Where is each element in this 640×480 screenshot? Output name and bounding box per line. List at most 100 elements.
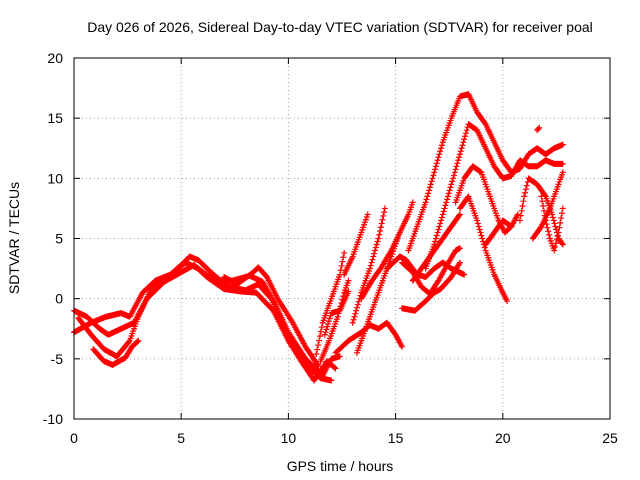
data-point [339,258,346,265]
data-point [481,244,488,251]
data-point [444,196,451,203]
data-point [456,259,463,266]
data-point [557,219,564,226]
series-track-20 [452,163,521,236]
data-point [422,199,429,206]
data-point [351,313,358,320]
data-point [378,220,385,227]
data-point [458,145,465,152]
data-point [523,182,530,189]
data-point [433,160,440,167]
data-point [433,232,440,239]
data-point [449,178,456,185]
data-point [326,315,333,322]
data-point [323,326,330,333]
data-point [435,226,442,233]
data-point [434,157,441,164]
y-tick-label: -10 [43,411,63,427]
series-track-14 [384,253,468,281]
data-point [453,163,460,170]
data-point [436,223,443,230]
data-point [318,324,325,331]
data-point [325,320,332,327]
data-point [448,181,455,188]
data-point [541,212,548,219]
data-point [432,238,439,245]
data-point [549,211,556,218]
data-point [438,214,445,221]
data-point [456,245,463,252]
data-point [380,212,387,219]
y-tick-label: 10 [47,170,63,186]
data-point [432,166,439,173]
data-point [552,223,559,230]
data-point [518,207,525,214]
data-point [462,130,469,137]
data-point [424,193,431,200]
data-point [349,319,356,326]
data-point [452,166,459,173]
y-tick-label: 15 [47,110,63,126]
series-track-4 [90,337,142,368]
data-point [438,217,445,224]
data-point [366,265,373,272]
series-track-12 [341,211,371,278]
series-track-13 [358,199,416,302]
data-point [538,193,545,200]
data-point [508,223,515,230]
data-point [399,343,406,350]
data-point [369,256,376,263]
data-point [477,168,484,175]
data-point [555,229,562,236]
data-point [540,203,547,210]
data-point [438,145,445,152]
data-point [441,205,448,212]
data-point [314,346,321,353]
x-tick-label: 5 [177,430,185,446]
series-track-19 [422,121,566,272]
data-point [340,293,347,300]
data-point [374,238,381,245]
data-point [459,142,466,149]
data-point [321,331,328,338]
series-track-11 [354,235,401,356]
data-point [475,223,482,230]
data-point [134,338,141,345]
data-point [440,208,447,215]
series-track-16 [399,245,463,297]
data-point [450,172,457,179]
data-point [368,259,375,266]
data-point [431,169,438,176]
data-point [477,229,484,236]
data-point [539,198,546,205]
data-point [481,119,488,126]
data-point [373,241,380,248]
data-point [336,353,343,360]
data-point [353,307,360,314]
data-point [377,227,384,234]
data-point [540,207,547,214]
data-point [543,221,550,228]
data-point [338,262,345,269]
data-point [371,250,378,257]
data-point [377,224,384,231]
data-point [461,271,468,278]
data-point [551,247,558,254]
data-point [478,232,485,239]
data-point [476,226,483,233]
data-point [426,187,433,194]
data-point [345,288,352,295]
data-point [556,224,563,231]
series-track-25 [538,193,566,254]
data-point [435,154,442,161]
data-point [316,337,323,344]
data-point [463,127,470,134]
data-point [516,217,523,224]
data-point [428,178,435,185]
data-point [559,205,566,212]
grid-lines [74,58,610,419]
series-track-22 [482,217,515,248]
data-point [125,338,132,345]
x-tick-label: 15 [388,430,404,446]
